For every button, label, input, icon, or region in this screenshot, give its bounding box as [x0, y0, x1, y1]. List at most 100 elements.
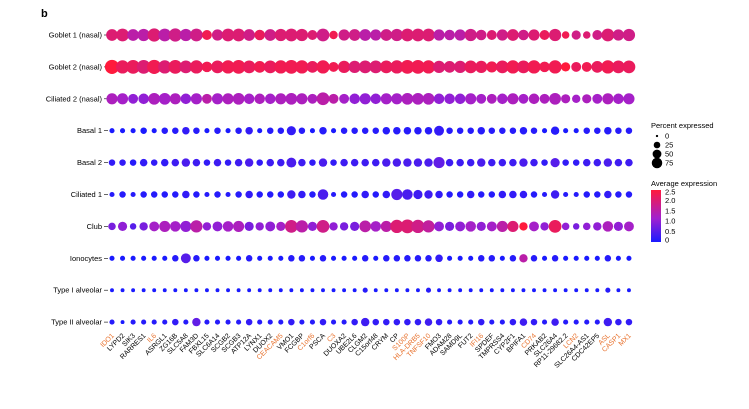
dot — [604, 255, 612, 262]
dot — [433, 157, 445, 169]
dot — [518, 29, 529, 41]
dot — [234, 158, 243, 167]
dot — [382, 190, 391, 199]
legend-color-title: Average expression — [651, 179, 717, 188]
dot — [321, 288, 325, 293]
dot — [328, 93, 339, 104]
dot — [115, 60, 130, 74]
dot — [202, 93, 212, 104]
dot — [561, 62, 571, 72]
dot — [401, 28, 414, 42]
legend-size-dot — [651, 157, 663, 169]
dot — [509, 127, 517, 134]
dot — [486, 30, 497, 40]
dot — [519, 190, 528, 199]
dot — [562, 159, 569, 166]
dot — [295, 28, 309, 42]
dot — [518, 93, 529, 104]
dot — [211, 60, 224, 74]
dot — [171, 158, 180, 167]
dot — [225, 319, 231, 325]
dot — [411, 60, 425, 74]
dot — [424, 158, 433, 167]
dot — [243, 93, 255, 105]
dot — [413, 189, 423, 200]
dot — [147, 28, 161, 42]
dot — [225, 255, 231, 261]
dot — [298, 158, 306, 167]
row-label: Goblet 2 (nasal) — [49, 62, 103, 71]
dot — [549, 92, 561, 105]
dot — [351, 127, 358, 134]
dot — [444, 29, 455, 41]
row-label: Ciliated 1 — [71, 190, 102, 199]
dot — [456, 158, 464, 167]
dot — [603, 317, 613, 327]
dot — [382, 158, 391, 167]
dot — [288, 255, 295, 262]
dot — [403, 158, 412, 167]
dot — [454, 29, 466, 41]
legend-size-dot — [652, 149, 662, 159]
legend-color-ticks: 2.52.01.5 1.00.50 — [665, 188, 675, 245]
dot — [593, 222, 602, 231]
dot — [488, 158, 496, 167]
dot — [152, 288, 157, 293]
dot — [116, 28, 129, 42]
dot — [139, 158, 148, 167]
dot — [500, 288, 505, 293]
dot — [521, 288, 526, 293]
dot — [435, 190, 443, 199]
dot — [499, 255, 505, 261]
dot — [622, 60, 636, 74]
dot — [498, 158, 507, 167]
dot — [149, 221, 160, 232]
dot — [422, 92, 435, 105]
dot — [507, 220, 519, 232]
dot — [359, 220, 372, 233]
dot — [278, 288, 283, 293]
dot — [467, 127, 474, 134]
dot — [446, 127, 453, 134]
dot — [245, 126, 253, 135]
dot — [307, 221, 318, 231]
dot — [284, 60, 299, 74]
dot — [548, 28, 562, 42]
dot — [276, 221, 286, 231]
dot — [108, 222, 116, 231]
dot — [319, 318, 327, 326]
dot — [222, 93, 234, 105]
dot — [214, 319, 221, 325]
dot — [299, 319, 305, 325]
dot — [161, 127, 168, 134]
dot — [553, 288, 558, 293]
dot — [551, 318, 559, 326]
dot — [517, 60, 530, 74]
dot — [528, 93, 540, 105]
dot — [358, 60, 372, 74]
dot — [329, 222, 338, 231]
dot — [236, 288, 241, 293]
dot — [542, 191, 548, 198]
dot — [370, 93, 382, 105]
dot — [318, 158, 328, 167]
dot — [563, 288, 568, 293]
dot — [403, 126, 412, 135]
dot — [542, 288, 547, 293]
legend-color-label: 0.5 — [665, 227, 675, 236]
dot — [497, 93, 508, 105]
dot — [309, 128, 316, 134]
dot — [225, 191, 231, 198]
dot — [626, 255, 632, 261]
dot — [400, 219, 415, 234]
dot — [616, 288, 621, 293]
dot — [172, 318, 179, 326]
dot — [411, 219, 425, 234]
dot — [277, 158, 285, 167]
dot — [592, 93, 603, 104]
dot — [284, 28, 298, 42]
dot — [182, 126, 190, 135]
dot — [278, 255, 284, 261]
dot — [561, 222, 570, 231]
